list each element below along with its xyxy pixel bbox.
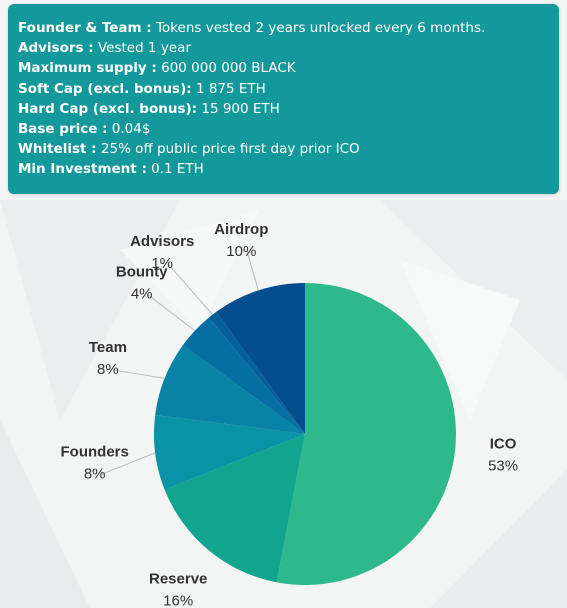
pie-slice-bounty bbox=[182, 317, 305, 434]
pie-slice-advisors bbox=[208, 311, 305, 434]
pie-slice-ico bbox=[276, 283, 456, 585]
info-row-min-investment: Min Investment : 0.1 ETH bbox=[18, 159, 549, 179]
pie-slice-airdrop bbox=[216, 283, 305, 434]
connector-airdrop bbox=[246, 251, 259, 291]
slice-labels: ICO 53% Reserve 16% Founders 8% Team 8% Bounty 4%… bbox=[61, 221, 519, 608]
info-value: 0.04$ bbox=[107, 121, 151, 138]
slice-label-name-airdrop: Airdrop bbox=[214, 221, 268, 238]
connector-founders bbox=[100, 452, 156, 476]
info-key: Advisors : bbox=[18, 40, 94, 57]
slice-label-percent-ico: 53% bbox=[488, 458, 518, 475]
info-key: Base price : bbox=[18, 121, 108, 138]
slice-label-percent-advisors: 1% bbox=[151, 255, 173, 272]
pie-slices bbox=[153, 283, 456, 585]
info-key: Hard Cap (excl. bonus): bbox=[18, 100, 198, 117]
token-distribution-pie-chart: ICO 53% Reserve 16% Founders 8% Team 8% Bounty 4%… bbox=[61, 221, 519, 608]
slice-label-percent-founders: 8% bbox=[84, 466, 106, 483]
connector-team bbox=[113, 369, 165, 379]
slice-label-percent-reserve: 16% bbox=[163, 592, 193, 608]
token-info-panel: Founder & Team : Tokens vested 2 years u… bbox=[8, 4, 559, 194]
connector-bounty bbox=[147, 294, 196, 331]
slice-label-name-advisors: Advisors bbox=[130, 233, 194, 250]
info-row-max-supply: Maximum supply : 600 000 000 BLACK bbox=[18, 58, 549, 78]
pie-slice-reserve bbox=[164, 434, 305, 583]
info-value: 0.1 ETH bbox=[146, 161, 204, 178]
slice-label-percent-airdrop: 10% bbox=[226, 243, 256, 260]
slice-label-name-bounty: Bounty bbox=[116, 264, 168, 281]
info-value: Tokens vested 2 years unlocked every 6 m… bbox=[151, 20, 486, 36]
info-value: 15 900 ETH bbox=[197, 100, 280, 117]
slice-label-percent-bounty: 4% bbox=[131, 286, 153, 303]
info-key: Min Investment : bbox=[18, 161, 147, 178]
info-row-base-price: Base price : 0.04$ bbox=[18, 119, 549, 139]
connector-advisors bbox=[167, 263, 213, 316]
info-row-hard-cap: Hard Cap (excl. bonus): 15 900 ETH bbox=[18, 99, 549, 119]
info-key: Maximum supply : bbox=[18, 60, 157, 77]
info-key: Whitelist : bbox=[18, 141, 97, 158]
info-key: Soft Cap (excl. bonus): bbox=[18, 80, 192, 97]
info-value: 25% off public price first day prior ICO bbox=[96, 141, 360, 158]
label-connectors bbox=[100, 251, 259, 476]
info-row-whitelist: Whitelist : 25% off public price first d… bbox=[18, 139, 549, 159]
info-value: 600 000 000 BLACK bbox=[156, 60, 296, 77]
info-value: Vested 1 year bbox=[93, 40, 191, 57]
info-row-soft-cap: Soft Cap (excl. bonus): 1 875 ETH bbox=[18, 79, 549, 99]
slice-label-name-team: Team bbox=[89, 339, 127, 356]
info-row-advisors: Advisors : Vested 1 year bbox=[18, 38, 549, 58]
info-value: 1 875 ETH bbox=[191, 80, 266, 97]
slice-label-name-ico: ICO bbox=[490, 436, 517, 453]
pie-slice-founders bbox=[153, 415, 305, 490]
slice-label-name-reserve: Reserve bbox=[149, 570, 207, 587]
info-row-founder-team: Founder & Team : Tokens vested 2 years u… bbox=[18, 18, 549, 38]
info-key: Founder & Team : bbox=[18, 20, 152, 36]
slice-label-percent-team: 8% bbox=[97, 361, 119, 378]
slice-label-name-founders: Founders bbox=[61, 444, 129, 461]
pie-slice-team bbox=[155, 345, 305, 434]
